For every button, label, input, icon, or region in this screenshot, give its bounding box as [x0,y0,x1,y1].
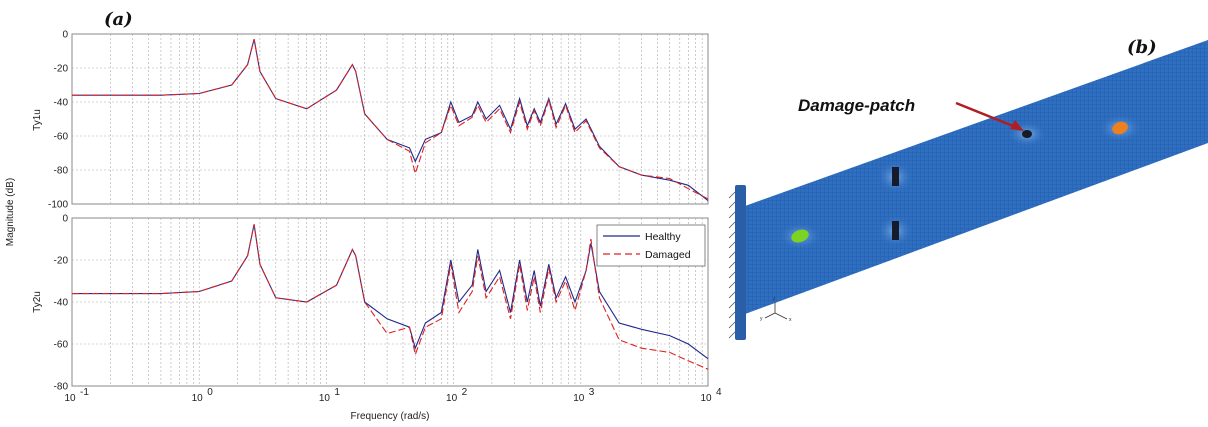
legend: Healthy Damaged [596,224,706,267]
fixed-support [735,185,746,340]
svg-text:z: z [773,296,776,302]
beam-mesh [745,40,1208,314]
svg-text:10: 10 [319,393,331,404]
svg-text:10: 10 [192,393,204,404]
svg-text:2: 2 [462,387,468,398]
hatch-mark [728,291,736,299]
svg-text:4: 4 [716,387,722,398]
y-tick-label: -100 [48,200,68,211]
x-tick-label: 10 3 [573,387,595,404]
x-tick-label: 100 [192,387,214,404]
hatch-mark [728,261,736,269]
hatch-mark [728,321,736,329]
x-tick-label: 10 4 [700,387,722,404]
hatch-mark [728,311,736,319]
series-line-damaged [72,38,709,200]
svg-text:y: y [760,316,763,322]
top-plot-axes: 0 -20 -40 -60 -80 -100 Ty1u [32,30,709,211]
hatch-mark [728,241,736,249]
svg-text:x: x [789,317,792,323]
actuator-block-bottom [892,221,899,240]
legend-healthy-label: Healthy [645,231,681,243]
y-tick-label: 0 [62,30,68,41]
y-tick-label: -80 [54,166,69,177]
hatch-mark [728,251,736,259]
series-line-damaged [72,224,709,370]
svg-text:10: 10 [573,393,585,404]
sensor-patch-orange [1112,121,1128,135]
coordinate-triad-icon: y x z [760,296,792,323]
hatch-mark [728,201,736,209]
legend-box [596,224,706,267]
top-plot-y-ticks: 0 -20 -40 -60 -80 -100 [48,30,68,211]
y-tick-label: -20 [54,256,69,267]
legend-damaged-label: Damaged [645,249,691,261]
hatch-mark [728,331,736,339]
callout-arrowhead-icon [1010,120,1024,131]
sensor-patch-green [791,229,809,243]
hatch-mark [728,221,736,229]
x-tick-label: 101 [319,387,341,404]
x-tick-label: 10 2 [446,387,468,404]
y-tick-label: -20 [54,64,69,75]
top-plot-frame [71,33,709,205]
damage-patch-callout: Damage-patch [798,96,915,115]
svg-text:3: 3 [589,387,595,398]
damage-patch-marker [1022,130,1032,138]
x-tick-label: 10 -1 [64,387,89,404]
svg-text:10: 10 [64,393,76,404]
y-tick-label: -40 [54,298,69,309]
shared-ylabel: Magnitude (dB) [5,178,16,246]
bottom-plot-ylabel: Ty2u [32,291,43,313]
y-tick-label: -40 [54,98,69,109]
y-tick-label: 0 [62,214,68,225]
svg-text:0: 0 [207,387,213,398]
svg-text:10: 10 [700,393,712,404]
series-line-healthy [72,224,709,360]
hatch-mark [728,211,736,219]
top-plot-series [72,38,709,202]
hatch-mark [728,231,736,239]
support-hatch [728,191,736,339]
svg-text:1: 1 [334,387,340,398]
y-tick-label: -60 [54,340,69,351]
beam-model: y x z [728,40,1208,340]
hatch-mark [728,271,736,279]
svg-text:-1: -1 [80,387,89,398]
y-tick-label: -60 [54,132,69,143]
hatch-mark [728,301,736,309]
bottom-plot-y-ticks: 0 -20 -40 -60 -80 [54,214,69,393]
hatch-mark [728,281,736,289]
panel-label-a: (a) [104,9,133,30]
callout-arrow [955,101,1019,130]
svg-text:10: 10 [446,393,458,404]
panel-label-b: (b) [1127,37,1157,58]
actuator-block-top [892,167,899,186]
y-tick-label: -80 [54,382,69,393]
bottom-plot-series [72,224,709,370]
hatch-mark [728,191,736,199]
top-plot-grid [72,34,708,204]
x-axis-label: Frequency (rad/s) [351,411,430,422]
top-plot-ylabel: Ty1u [32,109,43,131]
